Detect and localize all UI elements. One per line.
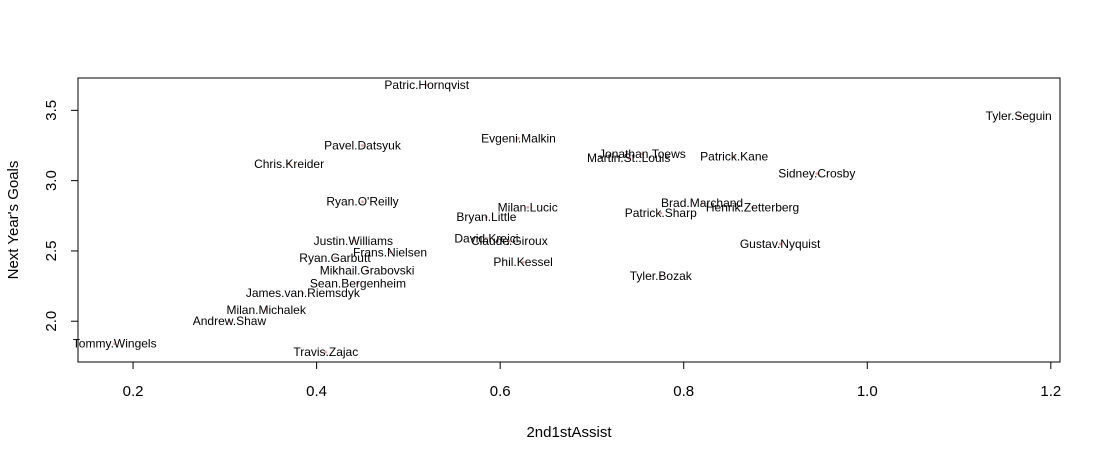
point-label: Mikhail.Grabovski xyxy=(320,264,415,278)
point-label: Patrick.Sharp xyxy=(625,206,697,220)
data-point xyxy=(517,137,520,140)
data-point xyxy=(627,156,631,160)
data-points: Patric.Hornqvist Tyler.Seguin Evgeni.Malki… xyxy=(73,78,1052,359)
data-point xyxy=(333,256,337,260)
x-tick-label: 1.0 xyxy=(857,383,878,400)
data-point xyxy=(264,308,268,312)
y-tick-label: 3.0 xyxy=(43,170,60,191)
data-point xyxy=(388,250,392,254)
y-tick-label: 2.5 xyxy=(43,241,60,262)
point-label: Andrew.Shaw xyxy=(193,314,267,328)
data-point xyxy=(485,215,488,219)
point-label: James.van.Riemsdyk xyxy=(246,286,361,300)
point-label: Evgeni.Malkin xyxy=(481,131,556,145)
data-point xyxy=(425,83,429,87)
point-label: Milan.Michalek xyxy=(226,303,306,317)
y-axis: 2.0 2.5 3.0 3.5 xyxy=(43,100,79,332)
data-point xyxy=(351,239,355,243)
data-point xyxy=(301,291,305,295)
data-point xyxy=(751,205,754,209)
point-label: Tommy.Wingels xyxy=(73,337,157,351)
y-tick-label: 3.5 xyxy=(43,100,60,121)
point-label: Pavel.Datsyuk xyxy=(324,138,402,152)
point-label: Bryan.Little xyxy=(456,210,516,224)
point-label: Travis.Zajac xyxy=(293,345,358,359)
data-point xyxy=(659,211,663,215)
point-label: Jonathan.Toews xyxy=(599,147,686,161)
data-point xyxy=(324,350,328,354)
point-label: Milan.Lucic xyxy=(498,200,558,214)
data-point xyxy=(732,155,736,159)
x-tick-label: 1.2 xyxy=(1040,383,1061,400)
data-point xyxy=(287,162,291,166)
point-label: Chris.Kreider xyxy=(254,157,324,171)
point-label: Phil.Kessel xyxy=(493,255,552,269)
point-label: Henrik.Zetterberg xyxy=(706,200,799,214)
point-label: Justin.Williams xyxy=(314,234,393,248)
point-label: Patric.Hornqvist xyxy=(384,78,469,92)
y-tick-label: 2.0 xyxy=(43,311,60,332)
data-point xyxy=(356,281,360,285)
point-label: Tyler.Seguin xyxy=(986,109,1052,123)
data-point xyxy=(113,342,117,346)
point-label: Martin.St..Louis xyxy=(587,151,670,165)
point-label: Ryan.Garbutt xyxy=(299,251,371,265)
data-point xyxy=(641,152,644,156)
point-label: Ryan.O'Reilly xyxy=(326,195,398,209)
x-tick-label: 0.6 xyxy=(490,383,511,400)
data-point xyxy=(361,144,364,147)
x-tick-label: 0.4 xyxy=(306,383,327,400)
point-label: Frans.Nielsen xyxy=(353,245,427,259)
data-point xyxy=(507,239,511,243)
point-label: Brad.Marchand xyxy=(661,196,743,210)
x-tick-label: 0.8 xyxy=(673,383,694,400)
data-point xyxy=(778,242,782,246)
point-label: Tyler.Bozak xyxy=(630,269,693,283)
data-point xyxy=(485,236,488,240)
data-point xyxy=(365,269,369,273)
point-label: David.Krejci xyxy=(454,231,518,245)
point-label: Patrick.Kane xyxy=(700,150,768,164)
point-label: Claude.Giroux xyxy=(471,234,548,248)
data-point xyxy=(1017,114,1021,118)
data-point xyxy=(659,274,663,278)
data-point xyxy=(521,260,525,264)
data-point xyxy=(700,201,704,205)
data-point xyxy=(815,172,819,176)
data-point xyxy=(361,200,364,204)
data-point xyxy=(228,319,231,323)
x-axis: 0.2 0.4 0.6 0.8 1.0 1.2 xyxy=(123,361,1061,400)
point-label: Gustav.Nyquist xyxy=(740,237,821,251)
data-point xyxy=(526,205,530,209)
x-axis-label: 2nd1stAssist xyxy=(526,424,612,441)
point-label: Sean.Bergenheim xyxy=(310,276,406,290)
point-label: Sidney.Crosby xyxy=(778,167,855,181)
y-axis-label: Next Year's Goals xyxy=(5,161,22,280)
x-tick-label: 0.2 xyxy=(123,383,144,400)
